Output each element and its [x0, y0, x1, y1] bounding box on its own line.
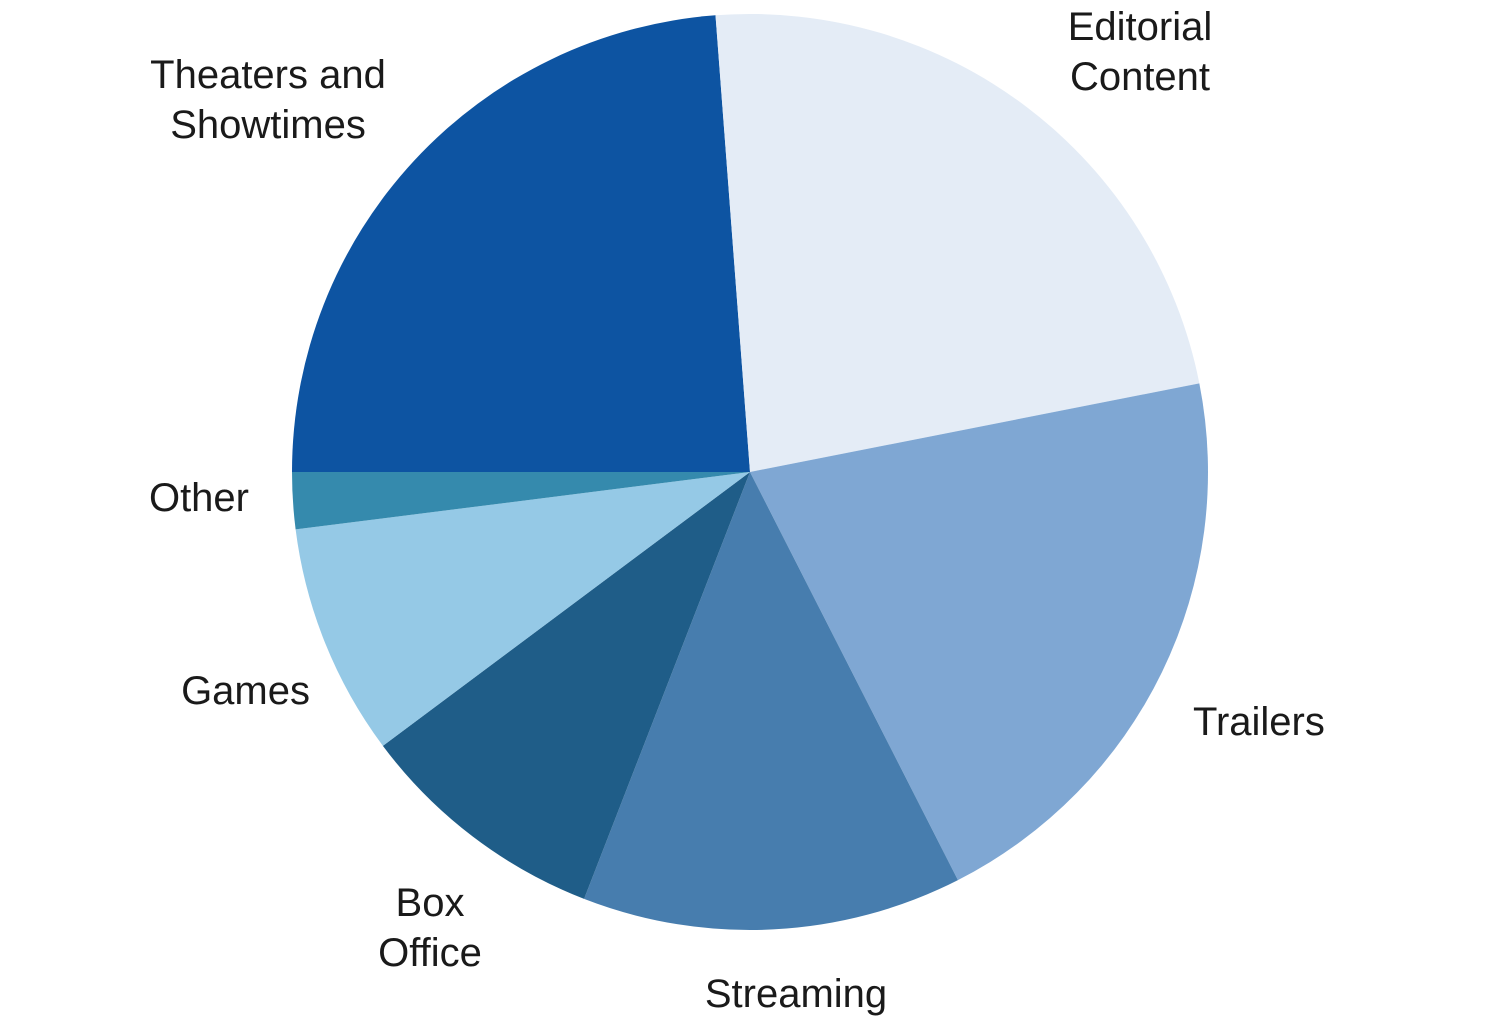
pie-label-theaters-and-showtimes: Theaters and Showtimes	[150, 53, 386, 147]
pie-slice-streaming	[584, 472, 958, 931]
pie-label-other: Other	[149, 476, 249, 520]
pie-slice-trailers	[750, 383, 1209, 881]
pie-label-box-office: Box Office	[378, 881, 482, 975]
pie-slice-games	[295, 472, 750, 746]
pie-labels: Theaters and Showtimes Editorial Content Tra…	[149, 5, 1325, 1016]
pie-label-streaming: Streaming	[705, 972, 887, 1016]
pie-slice-other	[292, 472, 750, 530]
pie-label-games: Games	[181, 669, 310, 713]
pie-slices	[292, 13, 1209, 931]
pie-slice-box-office	[382, 472, 750, 899]
pie-label-trailers: Trailers	[1193, 700, 1325, 744]
pie-slice-editorial-content	[715, 13, 1200, 473]
pie-label-editorial-content: Editorial Content	[1068, 5, 1213, 99]
pie-slice-theaters-and-showtimes	[292, 15, 750, 473]
